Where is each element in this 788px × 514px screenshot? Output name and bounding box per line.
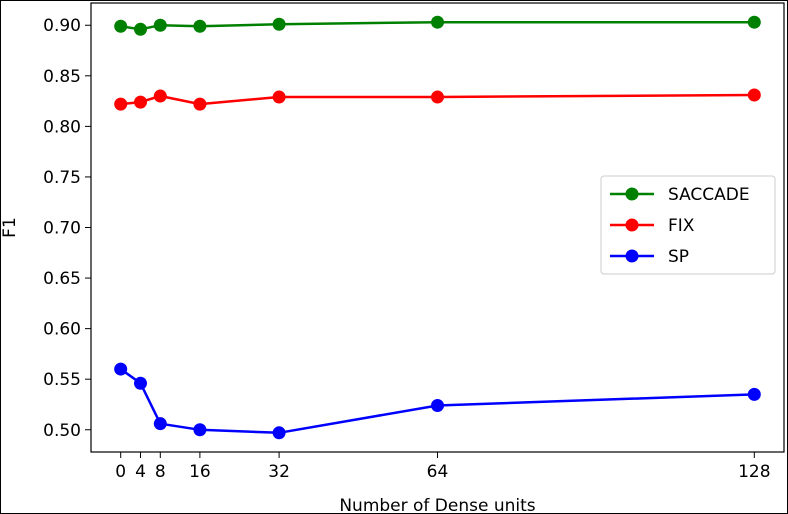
data-point-sp [272, 426, 286, 440]
data-point-sp [193, 423, 207, 437]
x-tick-label: 4 [135, 462, 146, 482]
data-point-saccade [153, 18, 167, 32]
data-point-fix [272, 90, 286, 104]
data-point-fix [747, 88, 761, 102]
data-point-saccade [272, 17, 286, 31]
legend-marker-sp [625, 249, 639, 263]
x-axis: 0 4 8 16 32 64 128 [115, 452, 771, 482]
y-axis: 0.50 0.55 0.60 0.65 0.70 0.75 0.80 0.85 0.90 [43, 16, 91, 441]
x-axis-title: Number of Dense units [339, 496, 535, 514]
x-tick-label: 16 [189, 462, 211, 482]
data-point-saccade [431, 15, 444, 29]
y-tick-label: 0.60 [43, 320, 81, 340]
legend-label-fix: FIX [668, 216, 695, 236]
x-tick-label: 128 [738, 462, 770, 482]
series-layer [114, 15, 761, 440]
legend-marker-saccade [625, 187, 639, 201]
legend: SACCADE FIX SP [600, 175, 776, 275]
data-point-saccade [114, 19, 128, 33]
x-tick-label: 32 [268, 462, 290, 482]
legend-label-saccade: SACCADE [668, 185, 750, 205]
x-tick-label: 0 [115, 462, 126, 482]
y-tick-label: 0.90 [43, 16, 81, 36]
legend-marker-fix [625, 218, 639, 232]
data-point-saccade [747, 15, 761, 29]
data-point-fix [193, 97, 207, 111]
x-tick-label: 64 [427, 462, 449, 482]
y-tick-label: 0.55 [43, 370, 81, 390]
data-point-sp [134, 376, 147, 390]
y-tick-label: 0.80 [43, 117, 81, 137]
data-point-sp [747, 387, 761, 401]
y-tick-label: 0.65 [43, 269, 81, 289]
data-point-fix [114, 97, 128, 111]
y-axis-title: F1 [0, 217, 20, 238]
data-point-saccade [134, 22, 147, 36]
y-tick-label: 0.75 [43, 168, 81, 188]
y-tick-label: 0.50 [43, 421, 81, 441]
data-point-sp [431, 398, 444, 412]
y-tick-label: 0.70 [43, 219, 81, 239]
data-point-fix [134, 95, 147, 109]
data-point-sp [153, 417, 167, 431]
data-point-fix [431, 90, 444, 104]
legend-label-sp: SP [668, 247, 689, 267]
data-point-saccade [193, 19, 207, 33]
data-point-fix [153, 89, 167, 103]
y-tick-label: 0.85 [43, 67, 81, 87]
data-point-sp [114, 362, 128, 376]
legend-box [600, 175, 776, 275]
x-tick-label: 8 [155, 462, 166, 482]
